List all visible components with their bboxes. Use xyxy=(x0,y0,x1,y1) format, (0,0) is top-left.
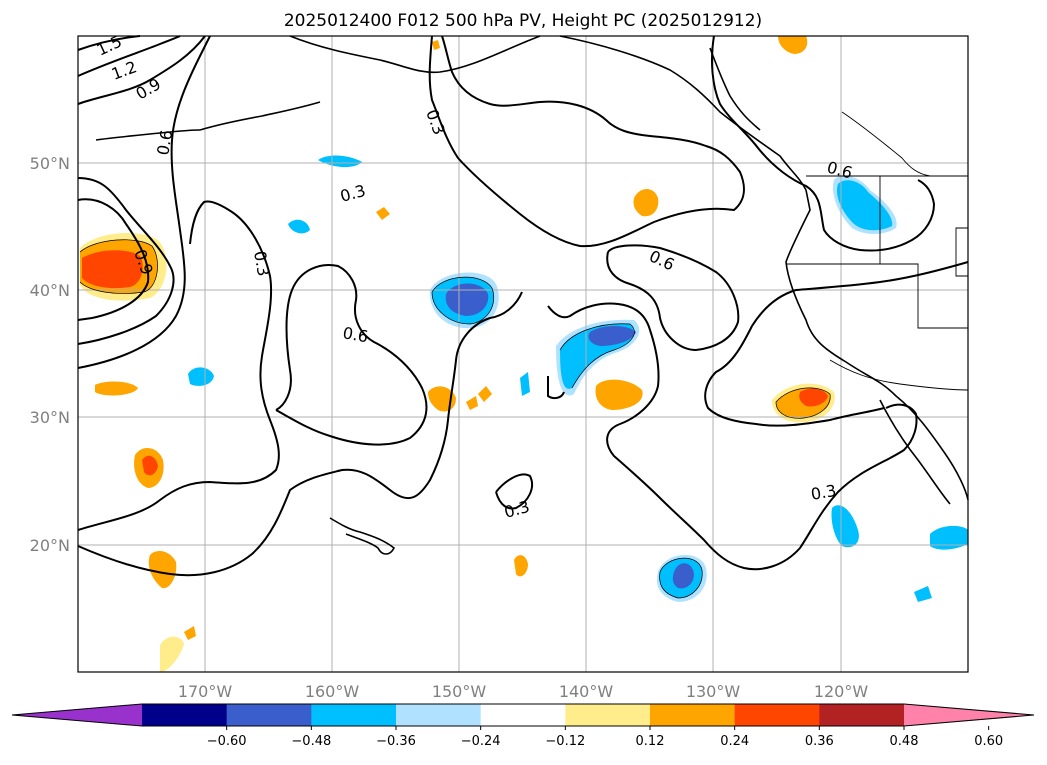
lat-tick-label: 50°N xyxy=(30,154,70,173)
map-frame xyxy=(77,35,969,673)
colorbar-tick-label: 0.36 xyxy=(805,734,834,749)
colorbar-extend-high xyxy=(904,704,1034,726)
colorbar-tick-label: −0.36 xyxy=(376,734,416,749)
colorbar-tick-label: −0.48 xyxy=(291,734,331,749)
height-contours xyxy=(77,35,969,577)
colorbar-swatch xyxy=(650,704,736,726)
contour-label: 0.6 xyxy=(153,128,176,156)
lon-axis: 170°W 160°W 150°W 140°W 130°W 120°W xyxy=(178,682,869,701)
colorbar-outline xyxy=(11,703,1035,727)
lon-tick-label: 160°W xyxy=(305,682,360,701)
colorbar-swatch xyxy=(311,704,397,726)
colorbar-extend-low xyxy=(12,704,142,726)
lat-tick-label: 30°N xyxy=(30,408,70,427)
contour-label: 0.6 xyxy=(341,323,369,346)
contour-label: 0.3 xyxy=(250,249,273,277)
map-panel: 1.5 1.2 0.9 0.6 0.9 0.3 0.3 0.6 0.3 0.6 … xyxy=(77,32,969,673)
colorbar-swatch xyxy=(142,704,228,726)
lon-tick-label: 140°W xyxy=(559,682,614,701)
colorbar-swatch xyxy=(396,704,482,726)
lat-axis: 50°N 40°N 30°N 20°N xyxy=(30,154,70,555)
pv-positive-small-3 xyxy=(148,550,177,589)
colorbar-swatch xyxy=(819,704,905,726)
colorbar-swatch xyxy=(734,704,820,726)
colorbar-tick-label: 0.48 xyxy=(890,734,919,749)
colorbar-swatch xyxy=(226,704,312,726)
colorbar-tick-label: 0.60 xyxy=(974,734,1003,749)
contour-label: 0.3 xyxy=(809,481,837,504)
lon-tick-label: 130°W xyxy=(686,682,741,701)
colorbar-tick-label: 0.24 xyxy=(720,734,749,749)
pv-positive-small-1 xyxy=(95,381,138,396)
figure-title: 2025012400 F012 500 hPa PV, Height PC (2… xyxy=(284,11,762,31)
lat-tick-label: 40°N xyxy=(30,281,70,300)
colorbar-swatch xyxy=(565,704,651,726)
colorbar-tick-label: 0.12 xyxy=(636,734,665,749)
lon-tick-label: 120°W xyxy=(814,682,869,701)
pv-contour-outlines xyxy=(79,239,831,599)
colorbar: −0.60 −0.48 −0.36 −0.24 −0.12 0.12 0.24 0.36 0.4… xyxy=(11,703,1035,749)
graticule xyxy=(78,36,968,672)
lon-tick-label: 150°W xyxy=(432,682,487,701)
colorbar-swatch xyxy=(480,704,566,726)
colorbar-tick-label: −0.60 xyxy=(207,734,247,749)
colorbar-tick-label: −0.24 xyxy=(461,734,501,749)
colorbar-tick-label: −0.12 xyxy=(545,734,585,749)
lat-tick-label: 20°N xyxy=(30,536,70,555)
lon-tick-label: 170°W xyxy=(178,682,233,701)
